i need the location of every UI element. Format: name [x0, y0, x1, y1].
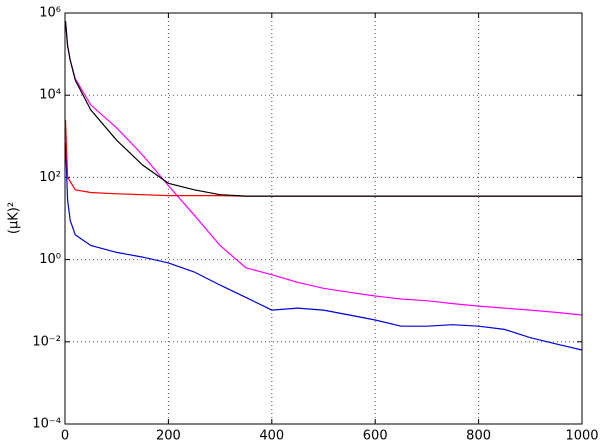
series-line	[64, 142, 583, 351]
x-tick-label: 200	[156, 429, 181, 444]
y-tick-label: 10²	[39, 170, 61, 185]
y-tick-label: 10⁰	[39, 252, 61, 267]
plot-background	[65, 13, 582, 424]
x-tick-label: 1000	[565, 429, 598, 444]
x-tick-label: 400	[259, 429, 284, 444]
series-line	[64, 21, 583, 316]
series-line	[64, 21, 582, 197]
y-tick-label: 10⁻²	[32, 334, 61, 349]
plot-frame	[64, 12, 583, 425]
y-tick-label: 10⁻⁴	[32, 417, 61, 432]
x-tick-label: 800	[466, 429, 491, 444]
y-axis-label: (μK)²	[7, 202, 22, 234]
y-tick-label: 10⁴	[39, 88, 61, 103]
y-tick-label: 10⁶	[39, 6, 61, 21]
x-tick-label: 600	[363, 429, 388, 444]
x-tick-label: 0	[61, 429, 69, 444]
